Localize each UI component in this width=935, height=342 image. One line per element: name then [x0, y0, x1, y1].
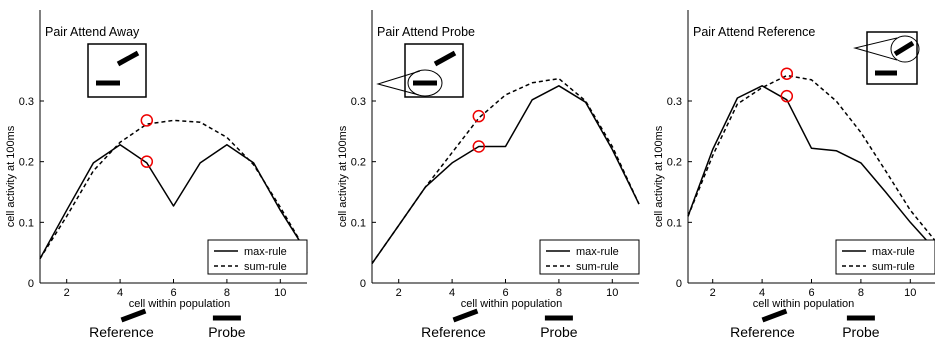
x-tick-label: 10 — [904, 287, 916, 299]
y-tick-label: 0 — [360, 278, 366, 290]
y-axis-label: cell activity at 100ms — [337, 125, 349, 227]
highlight-marker — [472, 109, 486, 123]
legend-box — [539, 239, 640, 275]
y-tick-label: 0.1 — [19, 217, 34, 229]
highlight-marker — [780, 89, 794, 103]
attention-spotlight-icon — [890, 35, 920, 63]
x-tick-label: 8 — [858, 287, 864, 299]
series-line-max-rule — [687, 85, 935, 251]
y-tick-label: 0.2 — [667, 157, 682, 169]
x-tick-label: 4 — [759, 287, 765, 299]
reference-bar-icon — [452, 308, 479, 323]
series-line-max-rule — [39, 143, 308, 260]
y-tick-label: 0.3 — [19, 96, 34, 108]
series-line-max-rule — [371, 85, 640, 265]
series-line-sum-rule — [371, 77, 640, 265]
probe-label: Probe — [540, 324, 578, 340]
y-tick-label: 0.3 — [351, 96, 366, 108]
x-tick-label: 6 — [502, 287, 508, 299]
probe-stimulus-icon — [893, 40, 915, 57]
probe-label: Probe — [842, 324, 880, 340]
attention-cone-icon — [853, 37, 898, 61]
probe-stimulus-icon — [116, 50, 140, 67]
highlight-marker — [780, 67, 794, 80]
legend-box — [835, 239, 935, 275]
y-tick-label: 0.1 — [351, 217, 366, 229]
x-tick-label: 8 — [224, 287, 230, 299]
chart-title: Pair Attend Reference — [693, 25, 815, 39]
chart-title: Pair Attend Probe — [377, 25, 475, 39]
probe-stimulus-icon — [433, 50, 457, 67]
chart-panel-3: 0 0.1 0.2 0.3 2 4 6 8 10 cell activity at 100ms ce… — [653, 10, 935, 340]
x-axis-label: cell within population — [461, 298, 563, 310]
y-axis-label: cell activity at 100ms — [5, 125, 17, 227]
x-tick-label: 10 — [274, 287, 286, 299]
probe-label: Probe — [208, 324, 246, 340]
highlight-marker — [472, 140, 486, 153]
reference-bar-icon — [761, 308, 788, 323]
y-axis-label: cell activity at 100ms — [653, 125, 665, 227]
x-tick-label: 2 — [396, 287, 402, 299]
highlight-marker — [140, 114, 154, 127]
series-line-sum-rule — [687, 74, 935, 241]
x-axis-label: cell within population — [753, 298, 855, 310]
x-axis-label: cell within population — [129, 298, 231, 310]
chart-panel-1: 0 0.1 0.2 0.3 2 4 6 8 10 cell activity at 100ms ce… — [5, 10, 308, 340]
x-tick-label: 4 — [117, 287, 123, 299]
series-line-sum-rule — [39, 119, 308, 260]
highlight-marker — [140, 155, 154, 168]
y-tick-label: 0.1 — [667, 217, 682, 229]
legend-label-max-rule: max-rule — [244, 246, 287, 258]
reference-label: Reference — [730, 324, 795, 340]
legend-label-sum-rule: sum-rule — [576, 261, 619, 273]
chart-title: Pair Attend Away — [45, 25, 140, 39]
reference-label: Reference — [89, 324, 154, 340]
reference-bar-icon — [120, 308, 147, 323]
legend-label-max-rule: max-rule — [576, 246, 619, 258]
stimulus-inset-box — [866, 31, 918, 85]
reference-label: Reference — [421, 324, 486, 340]
attention-cone-icon — [376, 70, 421, 96]
x-tick-label: 2 — [710, 287, 716, 299]
x-tick-label: 10 — [606, 287, 618, 299]
y-tick-label: 0 — [28, 278, 34, 290]
x-tick-label: 8 — [556, 287, 562, 299]
x-tick-label: 4 — [449, 287, 455, 299]
legend-label-sum-rule: sum-rule — [872, 261, 915, 273]
legend-box — [207, 239, 308, 275]
x-tick-label: 6 — [808, 287, 814, 299]
y-tick-label: 0 — [676, 278, 682, 290]
y-tick-label: 0.3 — [667, 96, 682, 108]
x-tick-label: 2 — [64, 287, 70, 299]
y-tick-label: 0.2 — [19, 157, 34, 169]
y-tick-label: 0.2 — [351, 157, 366, 169]
chart-panel-2: 0 0.1 0.2 0.3 2 4 6 8 10 cell activity at 100ms ce… — [337, 10, 640, 340]
legend-label-sum-rule: sum-rule — [244, 261, 287, 273]
x-tick-label: 6 — [170, 287, 176, 299]
legend-label-max-rule: max-rule — [872, 246, 915, 258]
attention-spotlight-icon — [407, 69, 443, 97]
